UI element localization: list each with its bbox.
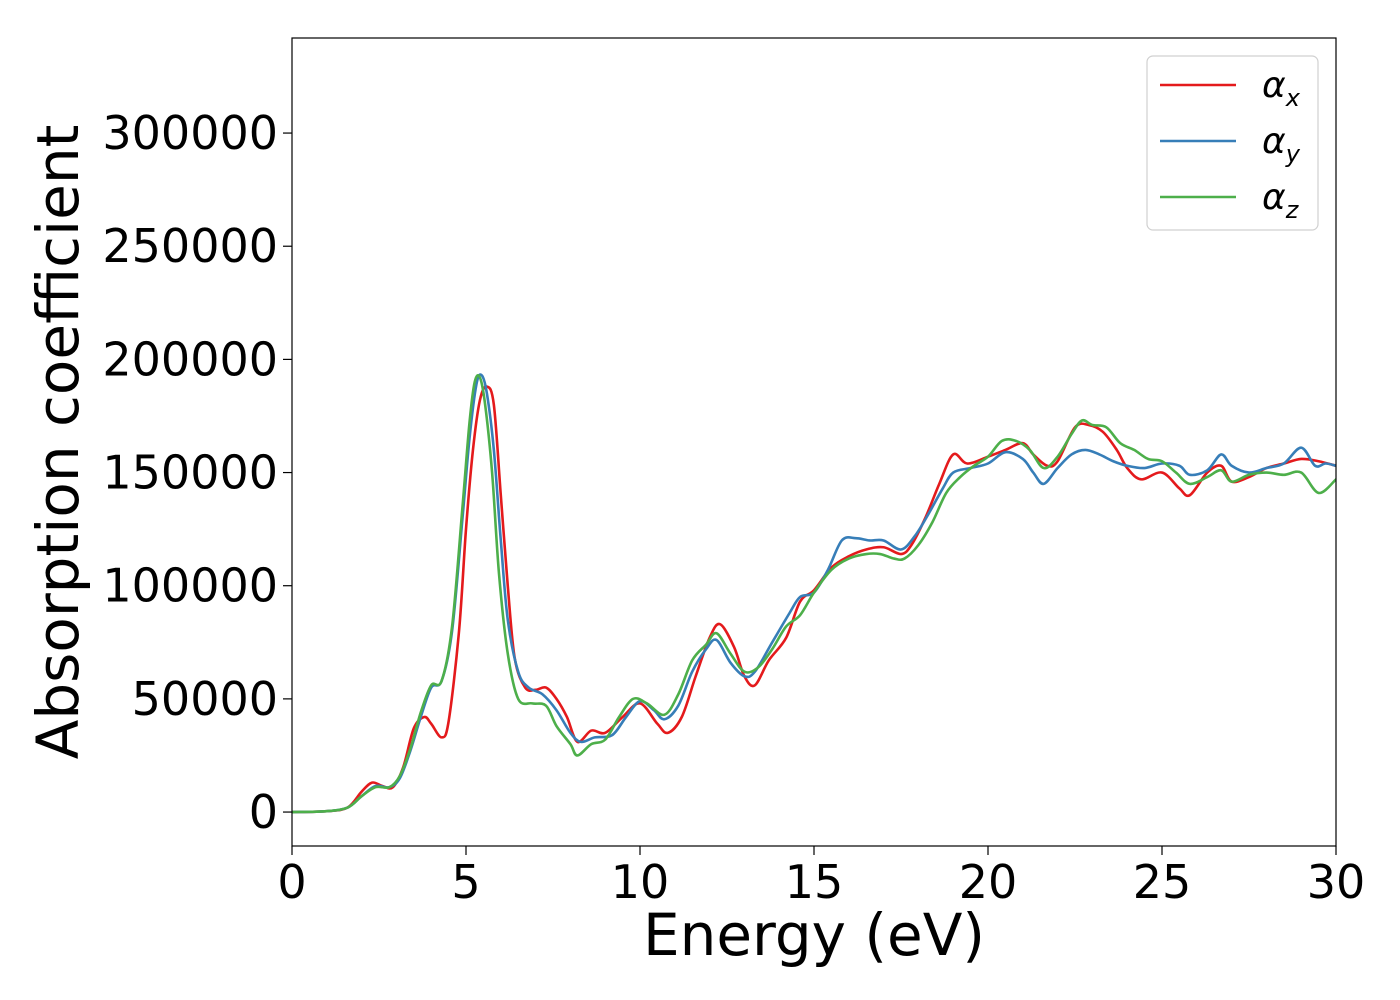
- x-axis-ticks: 0 5 10 15 20 25 30: [277, 846, 1365, 909]
- x-tick-label: 25: [1133, 855, 1192, 909]
- x-tick-label: 30: [1307, 855, 1366, 909]
- x-tick-label: 5: [451, 855, 480, 909]
- x-tick-label: 10: [611, 855, 670, 909]
- legend-label-alpha-z: αz: [1262, 177, 1300, 224]
- legend: αx αy αz: [1146, 55, 1319, 231]
- y-tick-label: 100000: [102, 559, 278, 613]
- y-axis-label: Absorption coefficient: [24, 125, 92, 760]
- legend-label-alpha-x: αx: [1262, 65, 1301, 112]
- series-layer: [292, 373, 1336, 814]
- legend-box: [1146, 55, 1319, 231]
- y-tick-label: 150000: [102, 446, 278, 500]
- legend-label-alpha-y: αy: [1262, 121, 1301, 168]
- x-tick-label: 15: [785, 855, 844, 909]
- x-axis-label: Energy (eV): [643, 901, 985, 969]
- x-tick-label: 0: [277, 855, 306, 909]
- x-tick-label: 20: [959, 855, 1018, 909]
- y-axis-ticks: 0 50000 100000 150000 200000 250000 300000: [102, 106, 292, 839]
- y-tick-label: 0: [249, 785, 278, 839]
- series-line-alpha-x: [292, 385, 1336, 814]
- y-tick-label: 50000: [132, 672, 278, 726]
- y-tick-label: 250000: [102, 219, 278, 273]
- y-tick-label: 200000: [102, 332, 278, 386]
- series-line-alpha-z: [292, 373, 1336, 814]
- y-tick-label: 300000: [102, 106, 278, 160]
